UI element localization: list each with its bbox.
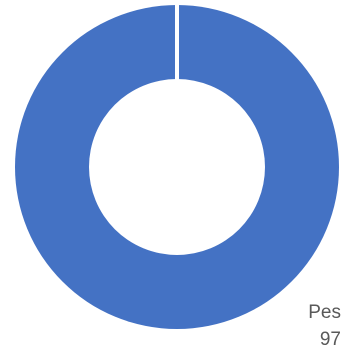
data-label-category: Pes	[308, 302, 341, 323]
data-label-value: 97	[320, 329, 341, 350]
donut-hole	[89, 79, 265, 255]
